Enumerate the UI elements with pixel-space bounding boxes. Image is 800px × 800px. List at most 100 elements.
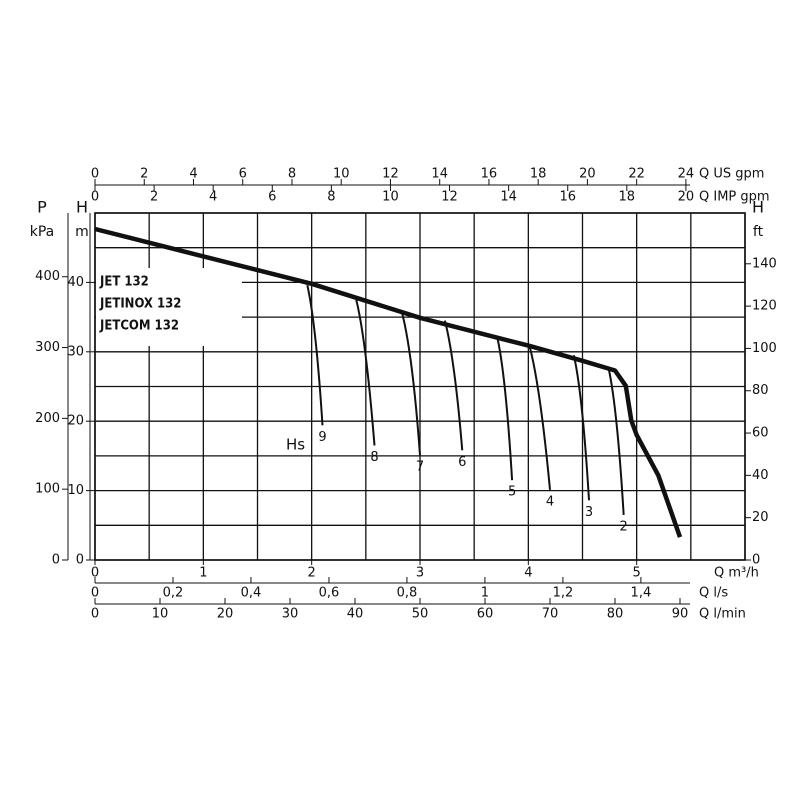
- y-axis-title: H: [76, 198, 88, 217]
- axis-title: H: [752, 198, 764, 217]
- axis-tick-label: 0,2: [163, 586, 184, 601]
- axis-tick-label: 0,6: [319, 586, 340, 601]
- axis-tick-label: 80: [607, 607, 624, 622]
- axis-tick-label: 1,2: [553, 586, 574, 601]
- axis-tick-label: 20: [752, 510, 769, 525]
- axis-tick-label: 20: [678, 190, 695, 205]
- series-label: 3: [585, 505, 593, 520]
- x-tick-label: 0: [91, 566, 99, 581]
- axis-title: Q IMP gpm: [699, 190, 770, 205]
- suction-curve: [572, 355, 590, 501]
- axis-tick-label: 1,4: [631, 586, 652, 601]
- axis-tick-label: 14: [500, 190, 517, 205]
- series-label: 2: [620, 519, 628, 534]
- x-tick-label: 2: [308, 566, 316, 581]
- axis-title: ft: [753, 224, 764, 240]
- axis-tick-label: 0: [91, 190, 99, 205]
- suction-curve: [443, 320, 464, 451]
- axis-tick-label: 120: [752, 299, 777, 314]
- series-label: 6: [458, 455, 466, 470]
- axis-tick-label: 0: [752, 553, 760, 568]
- axis-tick-label: 200: [35, 411, 60, 426]
- y-tick-label: 30: [67, 344, 84, 359]
- axis-tick-label: 0: [91, 167, 99, 182]
- axis-tick-label: 30: [282, 607, 299, 622]
- axis-tick-label: 0,8: [397, 586, 418, 601]
- series-label: 4: [546, 494, 554, 509]
- axis-tick-label: 70: [542, 607, 559, 622]
- axis-tick-label: 14: [431, 167, 448, 182]
- axis-tick-label: 8: [288, 167, 296, 182]
- axis-tick-label: 6: [239, 167, 247, 182]
- y-tick-label: 0: [76, 553, 84, 568]
- x-axis-title: Q m³/h: [714, 566, 759, 581]
- axis-tick-label: 50: [412, 607, 429, 622]
- suction-curve: [528, 345, 551, 490]
- axis-tick-label: 100: [752, 341, 777, 356]
- y-tick-label: 10: [67, 483, 84, 498]
- axis-tick-label: 100: [35, 482, 60, 497]
- axis-tick-label: 4: [209, 190, 217, 205]
- axis-tick-label: 40: [752, 468, 769, 483]
- axis-tick-label: 16: [481, 167, 498, 182]
- y-tick-label: 20: [67, 414, 84, 429]
- axis-tick-label: 6: [268, 190, 276, 205]
- axis-tick-label: 10: [382, 190, 399, 205]
- axis-title: Q l/s: [699, 586, 728, 601]
- axis-tick-label: 0: [91, 586, 99, 601]
- legend-box: [96, 268, 242, 346]
- axis-tick-label: 24: [678, 167, 695, 182]
- axis-tick-label: 16: [559, 190, 576, 205]
- axis-tick-label: 12: [441, 190, 458, 205]
- suction-curve: [400, 310, 421, 456]
- series-label: 5: [508, 485, 516, 500]
- axis-tick-label: 0: [52, 553, 60, 568]
- legend-model: JETINOX 132: [99, 297, 181, 312]
- series-label: 8: [370, 450, 378, 465]
- legend-model: JETCOM 132: [99, 319, 179, 334]
- axis-tick-label: 10: [152, 607, 169, 622]
- axis-tick-label: 90: [672, 607, 689, 622]
- axis-tick-label: 4: [189, 167, 197, 182]
- axis-tick-label: 2: [150, 190, 158, 205]
- axis-tick-label: 80: [752, 383, 769, 398]
- axis-tick-label: 20: [579, 167, 596, 182]
- y-axis-title: m: [75, 224, 89, 240]
- suction-curve: [607, 367, 625, 515]
- series-label: 9: [318, 430, 326, 445]
- axis-tick-label: 60: [752, 426, 769, 441]
- suction-curve: [306, 284, 324, 426]
- suction-curve: [355, 298, 376, 446]
- axis-tick-label: 0,4: [241, 586, 262, 601]
- axis-tick-label: 12: [382, 167, 399, 182]
- axis-title: Q l/min: [699, 607, 746, 622]
- y-tick-label: 40: [67, 275, 84, 290]
- suction-curve: [495, 335, 514, 481]
- axis-tick-label: 8: [327, 190, 335, 205]
- x-tick-label: 4: [524, 566, 532, 581]
- axis-tick-label: 2: [140, 167, 148, 182]
- hs-label: Hs: [286, 436, 305, 454]
- axis-title: P: [37, 198, 47, 217]
- axis-tick-label: 1: [481, 586, 489, 601]
- axis-tick-label: 10: [333, 167, 350, 182]
- legend-model: JET 132: [99, 275, 149, 290]
- series-label: 7: [416, 460, 424, 475]
- axis-tick-label: 140: [752, 256, 777, 271]
- axis-tick-label: 300: [35, 340, 60, 355]
- axis-title: Q US gpm: [699, 167, 764, 182]
- axis-tick-label: 20: [217, 607, 234, 622]
- axis-tick-label: 18: [619, 190, 636, 205]
- x-tick-label: 1: [199, 566, 207, 581]
- axis-tick-label: 18: [530, 167, 547, 182]
- axis-tick-label: 400: [35, 269, 60, 284]
- x-tick-label: 3: [416, 566, 424, 581]
- axis-title: kPa: [30, 224, 55, 240]
- x-tick-label: 5: [633, 566, 641, 581]
- axis-tick-label: 22: [628, 167, 645, 182]
- axis-tick-label: 0: [91, 607, 99, 622]
- axis-tick-label: 60: [477, 607, 494, 622]
- axis-tick-label: 40: [347, 607, 364, 622]
